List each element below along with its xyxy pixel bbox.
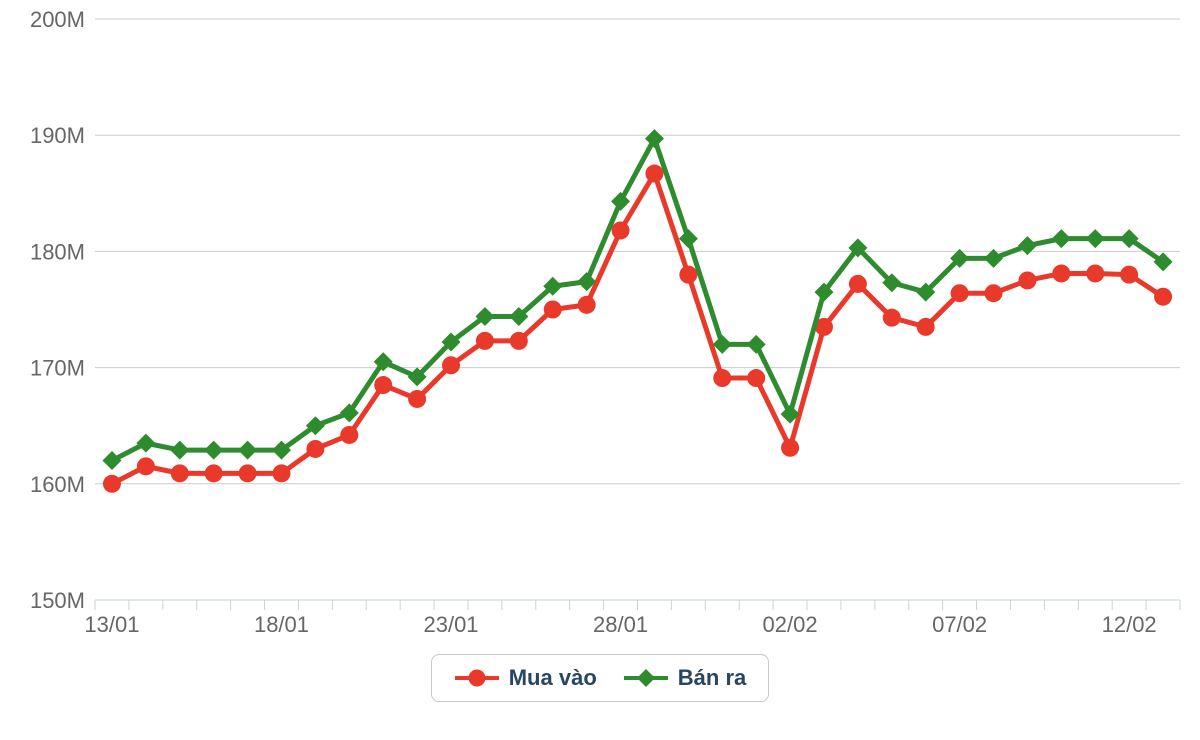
marker-mua-vao[interactable] (1018, 271, 1037, 290)
marker-mua-vao[interactable] (781, 438, 800, 457)
marker-ban-ra[interactable] (204, 440, 224, 460)
marker-mua-vao[interactable] (306, 439, 325, 458)
legend-label-mua-vao: Mua vào (508, 665, 597, 690)
marker-ban-ra[interactable] (814, 282, 834, 302)
marker-mua-vao[interactable] (136, 457, 155, 476)
marker-mua-vao[interactable] (713, 369, 732, 388)
marker-ban-ra[interactable] (373, 352, 393, 372)
y-axis-tick-label: 180M (30, 239, 85, 264)
marker-ban-ra[interactable] (1119, 229, 1139, 249)
marker-mua-vao[interactable] (543, 300, 562, 319)
marker-ban-ra[interactable] (712, 334, 732, 354)
marker-mua-vao[interactable] (611, 221, 630, 240)
marker-ban-ra[interactable] (848, 238, 868, 258)
marker-ban-ra[interactable] (102, 451, 122, 471)
marker-ban-ra[interactable] (984, 248, 1004, 268)
marker-mua-vao[interactable] (509, 331, 528, 350)
marker-mua-vao[interactable] (1154, 287, 1173, 306)
x-axis-tick-label: 28/01 (593, 612, 648, 637)
mua-vao-circle-marker-icon (454, 669, 499, 687)
marker-ban-ra[interactable] (339, 403, 359, 423)
marker-mua-vao[interactable] (848, 274, 867, 293)
marker-mua-vao[interactable] (950, 284, 969, 303)
marker-ban-ra[interactable] (1085, 229, 1105, 249)
y-axis-tick-label: 190M (30, 123, 85, 148)
marker-ban-ra[interactable] (170, 440, 190, 460)
marker-mua-vao[interactable] (170, 464, 189, 483)
marker-ban-ra[interactable] (509, 306, 529, 326)
marker-ban-ra[interactable] (780, 404, 800, 424)
marker-mua-vao[interactable] (1086, 264, 1105, 283)
marker-ban-ra[interactable] (1153, 252, 1173, 272)
marker-mua-vao[interactable] (102, 474, 121, 493)
marker-ban-ra[interactable] (543, 276, 563, 296)
marker-ban-ra[interactable] (441, 332, 461, 352)
legend-label-ban-ra: Bán ra (677, 665, 747, 690)
marker-ban-ra[interactable] (611, 191, 631, 211)
legend-item-ban-ra[interactable]: Bán ra (623, 665, 746, 691)
legend: Mua vào Bán ra (430, 654, 770, 702)
marker-mua-vao[interactable] (1052, 264, 1071, 283)
marker-mua-vao[interactable] (204, 464, 223, 483)
marker-ban-ra[interactable] (678, 229, 698, 249)
x-axis-tick-label: 13/01 (84, 612, 139, 637)
marker-mua-vao[interactable] (408, 389, 427, 408)
marker-mua-vao[interactable] (679, 265, 698, 284)
marker-ban-ra[interactable] (882, 273, 902, 293)
marker-mua-vao[interactable] (475, 331, 494, 350)
marker-ban-ra[interactable] (475, 306, 495, 326)
marker-mua-vao[interactable] (272, 464, 291, 483)
marker-mua-vao[interactable] (238, 464, 257, 483)
marker-mua-vao[interactable] (882, 308, 901, 327)
x-axis-tick-label: 18/01 (254, 612, 309, 637)
marker-mua-vao[interactable] (1120, 265, 1139, 284)
marker-ban-ra[interactable] (271, 440, 291, 460)
marker-ban-ra[interactable] (1051, 229, 1071, 249)
x-axis-tick-label: 12/02 (1102, 612, 1157, 637)
y-axis-tick-label: 200M (30, 7, 85, 32)
y-axis-tick-label: 170M (30, 356, 85, 381)
ban-ra-diamond-marker-icon (623, 669, 668, 687)
y-axis-tick-label: 150M (30, 588, 85, 613)
marker-mua-vao[interactable] (442, 356, 461, 375)
marker-ban-ra[interactable] (305, 416, 325, 436)
marker-ban-ra[interactable] (746, 334, 766, 354)
marker-mua-vao[interactable] (747, 369, 766, 388)
x-axis-tick-label: 07/02 (932, 612, 987, 637)
legend-item-mua-vao[interactable]: Mua vào (454, 665, 597, 691)
marker-mua-vao[interactable] (340, 425, 359, 444)
marker-ban-ra[interactable] (577, 272, 597, 292)
marker-ban-ra[interactable] (644, 129, 664, 149)
x-axis-tick-label: 23/01 (423, 612, 478, 637)
marker-mua-vao[interactable] (374, 376, 393, 395)
price-line-chart: 150M 160M 170M 180M 190M 200M 13/01 18/01 23/01 2… (30, 7, 1181, 637)
marker-ban-ra[interactable] (136, 433, 156, 453)
series-line-mua-vao (109, 171, 1166, 487)
marker-mua-vao[interactable] (577, 295, 596, 314)
marker-mua-vao[interactable] (916, 317, 935, 336)
marker-mua-vao[interactable] (984, 284, 1003, 303)
marker-ban-ra[interactable] (407, 367, 427, 387)
x-axis-tick-label: 02/02 (763, 612, 818, 637)
marker-mua-vao[interactable] (814, 317, 833, 336)
series-line-ban-ra (109, 136, 1166, 464)
marker-ban-ra[interactable] (238, 440, 258, 460)
y-axis-tick-label: 160M (30, 472, 85, 497)
marker-mua-vao[interactable] (645, 164, 664, 183)
marker-ban-ra[interactable] (1017, 236, 1037, 256)
marker-ban-ra[interactable] (950, 248, 970, 268)
marker-ban-ra[interactable] (916, 282, 936, 302)
